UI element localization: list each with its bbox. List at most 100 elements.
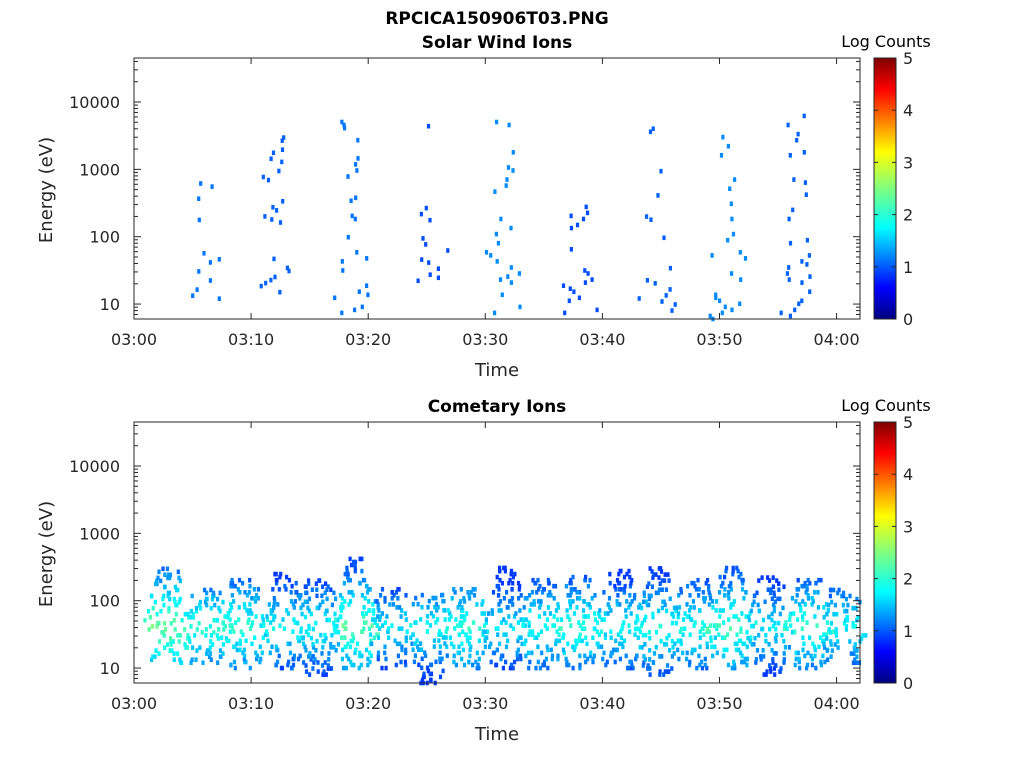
heatmap-cell [314,648,318,653]
heatmap-cell [607,596,612,601]
heatmap-cell [707,587,711,592]
heatmap-cell [686,583,690,589]
heatmap-cell [143,618,147,623]
colorbar-ticks [874,421,896,684]
heatmap-cell [457,632,461,637]
heatmap-cell [834,630,838,635]
heatmap-cell [360,593,364,598]
heatmap-cell [146,608,151,614]
heatmap-cell [523,596,527,601]
heatmap-cell [770,617,774,623]
heatmap-cell [640,605,644,611]
heatmap-cell [811,641,815,647]
heatmap-cell [688,632,692,637]
heatmap-cell [740,653,744,659]
heatmap-cell [559,626,563,631]
heatmap-cell [697,587,701,592]
heatmap-cell [208,624,212,629]
heatmap-cell [509,623,513,628]
heatmap-cell [568,617,572,622]
heatmap-cell [527,623,531,628]
heatmap-cell [754,657,758,662]
heatmap-cell [272,626,276,631]
heatmap-cell [651,614,655,620]
heatmap-cell [644,599,649,605]
heatmap-cell [586,656,590,662]
heatmap-cell [574,638,578,644]
heatmap-cell [438,644,442,649]
heatmap-cell [695,665,699,671]
heatmap-cell [261,635,265,640]
heatmap-cell [248,665,252,671]
heatmap-cell [256,587,260,592]
heatmap-cell [535,590,539,595]
heatmap-cell [729,580,733,586]
panel-title: Cometary Ions [428,397,567,417]
heatmap-cell [237,605,241,610]
heatmap-cell [771,660,775,665]
heatmap-cell [263,632,267,637]
heatmap-cell [759,654,763,659]
heatmap-cell [707,602,711,607]
heatmap-cell [369,653,373,659]
heatmap-cell [659,569,664,574]
heatmap-cell [726,237,730,243]
x-axis-label: Time [474,724,519,745]
heatmap-cell [556,653,560,659]
heatmap-cell [343,599,347,604]
heatmap-cell [274,662,278,668]
heatmap-cell [567,662,571,668]
heatmap-cell [478,626,482,631]
heatmap-cell [271,587,275,592]
heatmap-cell [640,645,644,650]
heatmap-cell [348,577,352,583]
heatmap-cell [490,611,495,616]
heatmap-cell [526,650,530,656]
heatmap-cell [817,577,821,583]
heatmap-cell [648,648,652,653]
heatmap-cell [419,617,423,622]
heatmap-cell [670,666,674,671]
heatmap-cell [288,641,292,647]
heatmap-cell [413,653,417,658]
heatmap-cell [314,620,318,626]
heatmap-cell [548,611,552,616]
heatmap-cell [434,659,438,665]
heatmap-cell [845,618,850,623]
heatmap-cell [702,596,706,601]
heatmap-cell [438,659,442,665]
heatmap-cell [476,662,480,668]
heatmap-cell [731,568,735,574]
heatmap-cell [550,653,555,659]
heatmap-cell [167,608,171,614]
heatmap-cell [189,624,193,629]
heatmap-cell [573,644,577,650]
heatmap-cell [617,587,621,592]
heatmap-cell [650,584,654,589]
heatmap-cell [709,638,713,644]
heatmap-cell [534,665,538,671]
heatmap-cell [596,641,600,647]
heatmap-cell [277,587,281,592]
heatmap-cell [187,615,191,620]
heatmap-cell [730,216,734,222]
heatmap-cell [692,580,696,586]
heatmap-cell [802,641,806,647]
heatmap-cell [829,654,833,659]
heatmap-cell [577,635,581,640]
heatmap-cell [163,572,167,578]
heatmap-cell [332,645,336,650]
heatmap-cell [423,650,427,655]
heatmap-cell [311,666,315,671]
heatmap-cell [848,639,852,644]
heatmap-cell [505,177,509,182]
heatmap-cell [411,647,415,652]
heatmap-cell [770,596,774,602]
heatmap-cell [304,669,309,674]
heatmap-cell [642,654,646,659]
heatmap-cell [545,626,549,631]
heatmap-cell [794,656,798,662]
heatmap-cell [301,602,305,608]
heatmap-cell [323,660,327,665]
